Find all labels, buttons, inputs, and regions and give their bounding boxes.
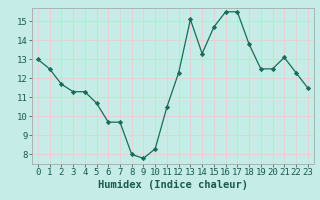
X-axis label: Humidex (Indice chaleur): Humidex (Indice chaleur) xyxy=(98,180,248,190)
